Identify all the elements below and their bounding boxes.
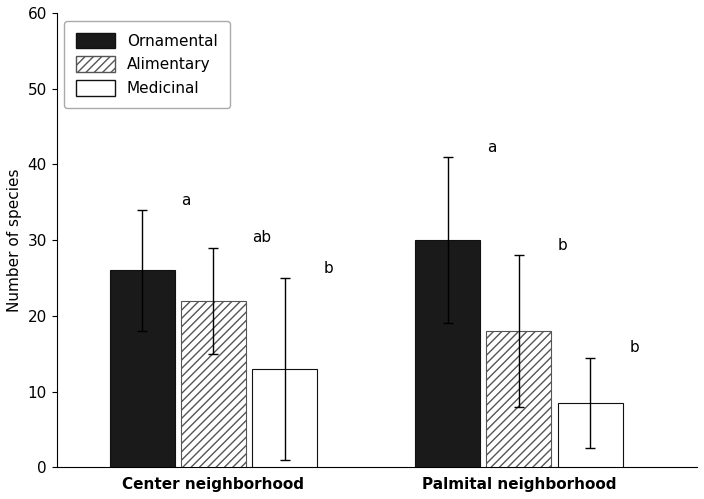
Bar [110,270,175,468]
Text: b: b [324,261,334,276]
Bar [558,403,623,468]
Bar [181,301,246,468]
Text: a: a [486,140,496,155]
Bar [486,331,551,468]
Bar [415,240,480,468]
Text: a: a [182,193,191,208]
Text: b: b [629,340,639,355]
Y-axis label: Number of species: Number of species [7,168,22,312]
Text: b: b [558,238,568,253]
Text: ab: ab [253,231,272,246]
Legend: Ornamental, Alimentary, Medicinal: Ornamental, Alimentary, Medicinal [64,20,230,108]
Bar [252,369,318,468]
